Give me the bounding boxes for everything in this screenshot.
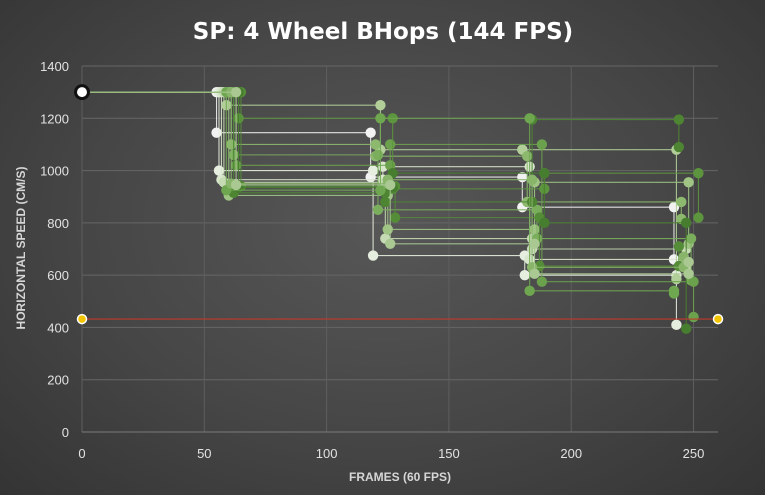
data-point [529, 224, 540, 235]
data-point [367, 165, 379, 176]
data-point [524, 113, 535, 124]
data-point [529, 238, 540, 249]
data-point [671, 273, 682, 285]
data-point [681, 323, 692, 334]
data-point [539, 167, 550, 179]
data-point [522, 150, 533, 162]
data-point [673, 241, 685, 252]
series-line [82, 91, 687, 329]
y-tick-label: 600 [47, 268, 69, 283]
y-tick-label: 200 [47, 373, 69, 388]
x-tick-label: 200 [560, 446, 582, 461]
data-point [688, 276, 699, 287]
reference-line [76, 313, 724, 325]
x-axis-label: FRAMES (60 FPS) [349, 470, 451, 484]
data-point [526, 174, 538, 185]
data-point [372, 204, 384, 215]
data-point [375, 100, 386, 111]
x-tick-label: 250 [683, 446, 705, 461]
series-13 [82, 86, 692, 334]
data-point [668, 288, 680, 299]
series-layer [74, 84, 704, 334]
data-point [529, 268, 540, 280]
reference-point [76, 313, 88, 325]
data-point [385, 179, 396, 191]
data-point [365, 127, 376, 138]
data-point [230, 179, 242, 191]
data-point [230, 86, 242, 98]
data-point [375, 113, 386, 124]
data-point [683, 268, 694, 280]
start-point [74, 84, 90, 101]
data-point [367, 250, 379, 261]
data-point [536, 139, 548, 150]
data-point [524, 285, 535, 297]
x-tick-label: 150 [438, 446, 460, 461]
data-point [693, 167, 704, 179]
y-tick-label: 400 [47, 320, 69, 335]
data-point [676, 196, 687, 208]
data-point [683, 177, 694, 188]
x-tick-label: 100 [316, 446, 338, 461]
data-point [389, 212, 401, 223]
data-point [385, 238, 396, 249]
series-14 [82, 86, 680, 299]
y-tick-label: 1000 [40, 164, 69, 179]
data-point [693, 212, 704, 223]
data-point [375, 184, 386, 196]
x-tick-label: 50 [197, 446, 211, 461]
data-point [671, 319, 682, 331]
y-tick-label: 0 [62, 425, 69, 440]
data-point [372, 149, 384, 161]
data-point [531, 204, 543, 215]
data-point [539, 217, 550, 229]
x-tick-label: 0 [78, 446, 85, 461]
data-point [211, 127, 222, 138]
data-point [673, 141, 685, 153]
chart-title: SP: 4 Wheel BHops (144 FPS) [193, 19, 573, 45]
data-point [380, 196, 391, 208]
tick-labels: 0 200 400 600 800 1000 1200 1400 0 50 100 150 200 250 [40, 59, 704, 461]
y-axis-label: HORIZONTAL SPEED (CM/S) [14, 167, 28, 330]
data-point [519, 269, 530, 281]
data-point [688, 311, 699, 323]
data-point [382, 224, 393, 235]
data-point [385, 139, 396, 150]
reference-point [712, 313, 724, 325]
data-point [685, 233, 697, 244]
data-point [681, 217, 692, 229]
data-point [370, 139, 381, 150]
y-tick-label: 1400 [40, 59, 69, 74]
series-16 [82, 86, 694, 280]
data-point [673, 114, 685, 125]
data-point [683, 256, 694, 268]
data-point [536, 276, 548, 287]
data-point [213, 165, 225, 176]
y-tick-label: 1200 [40, 111, 69, 126]
y-tick-label: 800 [47, 216, 69, 231]
